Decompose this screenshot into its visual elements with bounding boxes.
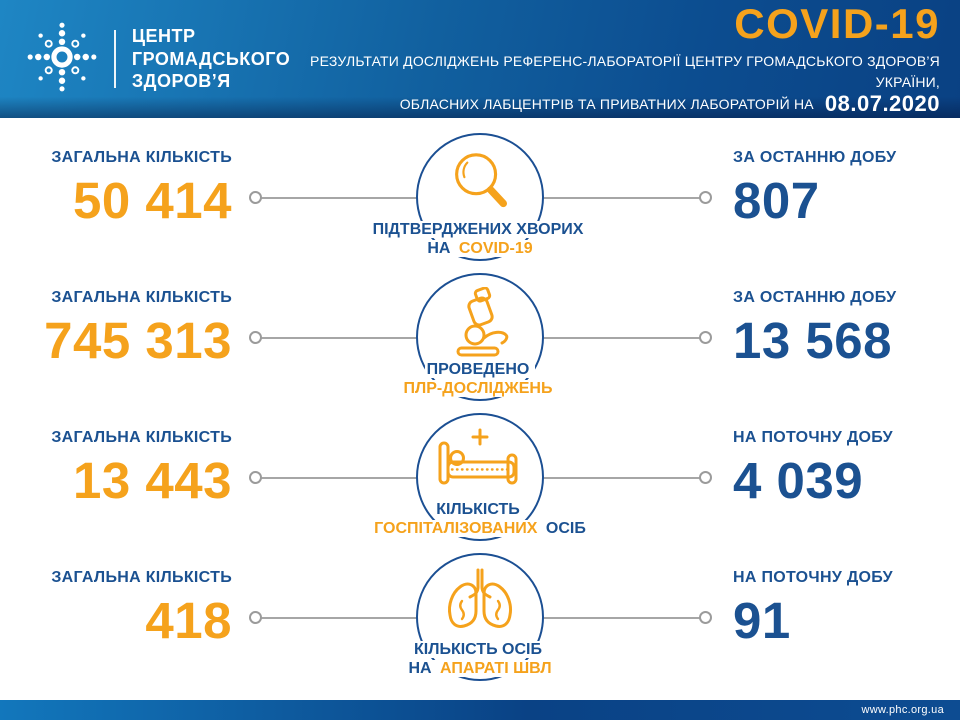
covid-title: COVID-19 (734, 0, 940, 47)
connector-dot-left (249, 611, 262, 624)
stat-row-pcr-tests: ЗАГАЛЬНА КІЛЬКІСТЬ 745 313 ПРОВЕДЕНО (0, 270, 960, 410)
caption-line1: ПРОВЕДЕНО (245, 360, 715, 379)
magnifier-icon (455, 153, 508, 208)
header-banner: ЦЕНТР ГРОМАДСЬКОГО ЗДОРОВ’Я COVID-19 РЕЗ… (0, 0, 960, 118)
total-value: 745 313 (44, 312, 232, 370)
daily-label: НА ПОТОЧНУ ДОБУ (733, 429, 893, 446)
org-name-line2: ГРОМАДСЬКОГО (131, 48, 291, 69)
report-date: 08.07.2020 (824, 91, 940, 116)
connector-dot-left (249, 471, 262, 484)
total-label: ЗАГАЛЬНА КІЛЬКІСТЬ (51, 149, 232, 166)
stat-rows: ЗАГАЛЬНА КІЛЬКІСТЬ 50 414 ПІДТВЕРДЖЕНИХ … (0, 130, 960, 690)
footer-bar: www.phc.org.ua (0, 700, 960, 720)
total-block: ЗАГАЛЬНА КІЛЬКІСТЬ 745 313 (0, 270, 232, 366)
caption-line2: НА АПАРАТІ ШВЛ (406, 660, 554, 678)
total-block: ЗАГАЛЬНА КІЛЬКІСТЬ 50 414 (0, 130, 232, 226)
icon-caption: КІЛЬКІСТЬ ГОСПІТАЛІЗОВАНИХ ОСІБ (245, 500, 715, 538)
stat-row-confirmed-cases: ЗАГАЛЬНА КІЛЬКІСТЬ 50 414 ПІДТВЕРДЖЕНИХ … (0, 130, 960, 270)
org-name: ЦЕНТР ГРОМАДСЬКОГО ЗДОРОВ’Я (132, 25, 290, 93)
daily-label: ЗА ОСТАННЮ ДОБУ (733, 149, 897, 166)
daily-block: НА ПОТОЧНУ ДОБУ 91 (733, 550, 960, 646)
org-name-line3: ЗДОРОВ’Я (131, 71, 231, 92)
subtitle-line2-text: ОБЛАСНИХ ЛАБЦЕНТРІВ ТА ПРИВАТНИХ ЛАБОРАТ… (399, 96, 814, 112)
total-value: 418 (145, 592, 232, 650)
icon-circle (416, 413, 544, 541)
icon-caption: КІЛЬКІСТЬ ОСІБ НА АПАРАТІ ШВЛ (245, 640, 715, 678)
caption-line1: ПІДТВЕРДЖЕНИХ ХВОРИХ (245, 220, 715, 239)
footer-url: www.phc.org.ua (861, 704, 944, 716)
total-block: ЗАГАЛЬНА КІЛЬКІСТЬ 13 443 (0, 410, 232, 506)
icon-circle (416, 133, 544, 261)
icon-circle (416, 553, 544, 681)
caption-line1: КІЛЬКІСТЬ ОСІБ (245, 640, 715, 659)
header-right: COVID-19 РЕЗУЛЬТАТИ ДОСЛІДЖЕНЬ РЕФЕРЕНС-… (290, 3, 960, 115)
lungs-icon (448, 568, 512, 628)
hospital-bed-icon (438, 428, 518, 485)
logo-divider (114, 30, 116, 88)
total-label: ЗАГАЛЬНА КІЛЬКІСТЬ (51, 569, 232, 586)
daily-value: 13 568 (733, 312, 892, 370)
daily-value: 91 (733, 592, 791, 650)
daily-value: 4 039 (733, 452, 864, 510)
connector-dot-right (699, 331, 712, 344)
icon-caption: ПІДТВЕРДЖЕНИХ ХВОРИХ НА COVID-19 (245, 220, 715, 258)
icon-circle (416, 273, 544, 401)
microscope-icon (456, 287, 509, 357)
daily-label: НА ПОТОЧНУ ДОБУ (733, 569, 893, 586)
connector-dot-right (699, 471, 712, 484)
caption-line2: НА COVID-19 (425, 240, 535, 258)
report-subtitle-line1: РЕЗУЛЬТАТИ ДОСЛІДЖЕНЬ РЕФЕРЕНС-ЛАБОРАТОР… (310, 53, 940, 90)
connector-dot-right (699, 191, 712, 204)
stat-row-hospitalized: ЗАГАЛЬНА КІЛЬКІСТЬ 13 443 (0, 410, 960, 550)
org-name-line1: ЦЕНТР (131, 26, 196, 47)
total-block: ЗАГАЛЬНА КІЛЬКІСТЬ 418 (0, 550, 232, 646)
icon-caption: ПРОВЕДЕНО ПЛР-ДОСЛІДЖЕНЬ (245, 360, 715, 398)
daily-block: НА ПОТОЧНУ ДОБУ 4 039 (733, 410, 960, 506)
daily-block: ЗА ОСТАННЮ ДОБУ 807 (733, 130, 960, 226)
stat-row-ventilators: ЗАГАЛЬНА КІЛЬКІСТЬ 418 КІЛЬ (0, 550, 960, 690)
total-label: ЗАГАЛЬНА КІЛЬКІСТЬ (51, 289, 232, 306)
daily-block: ЗА ОСТАННЮ ДОБУ 13 568 (733, 270, 960, 366)
caption-line2: ГОСПІТАЛІЗОВАНИХ ОСІБ (372, 520, 588, 538)
report-subtitle-line2: ОБЛАСНИХ ЛАБЦЕНТРІВ ТА ПРИВАТНИХ ЛАБОРАТ… (290, 93, 940, 115)
connector-dot-right (699, 611, 712, 624)
caption-line2: ПЛР-ДОСЛІДЖЕНЬ (245, 379, 715, 398)
connector-dot-left (249, 331, 262, 344)
caption-line1: КІЛЬКІСТЬ (245, 500, 715, 519)
total-label: ЗАГАЛЬНА КІЛЬКІСТЬ (51, 429, 232, 446)
connector-dot-left (249, 191, 262, 204)
phc-logo-icon (24, 19, 100, 100)
daily-value: 807 (733, 172, 820, 230)
daily-label: ЗА ОСТАННЮ ДОБУ (733, 289, 897, 306)
total-value: 50 414 (73, 172, 232, 230)
total-value: 13 443 (73, 452, 232, 510)
